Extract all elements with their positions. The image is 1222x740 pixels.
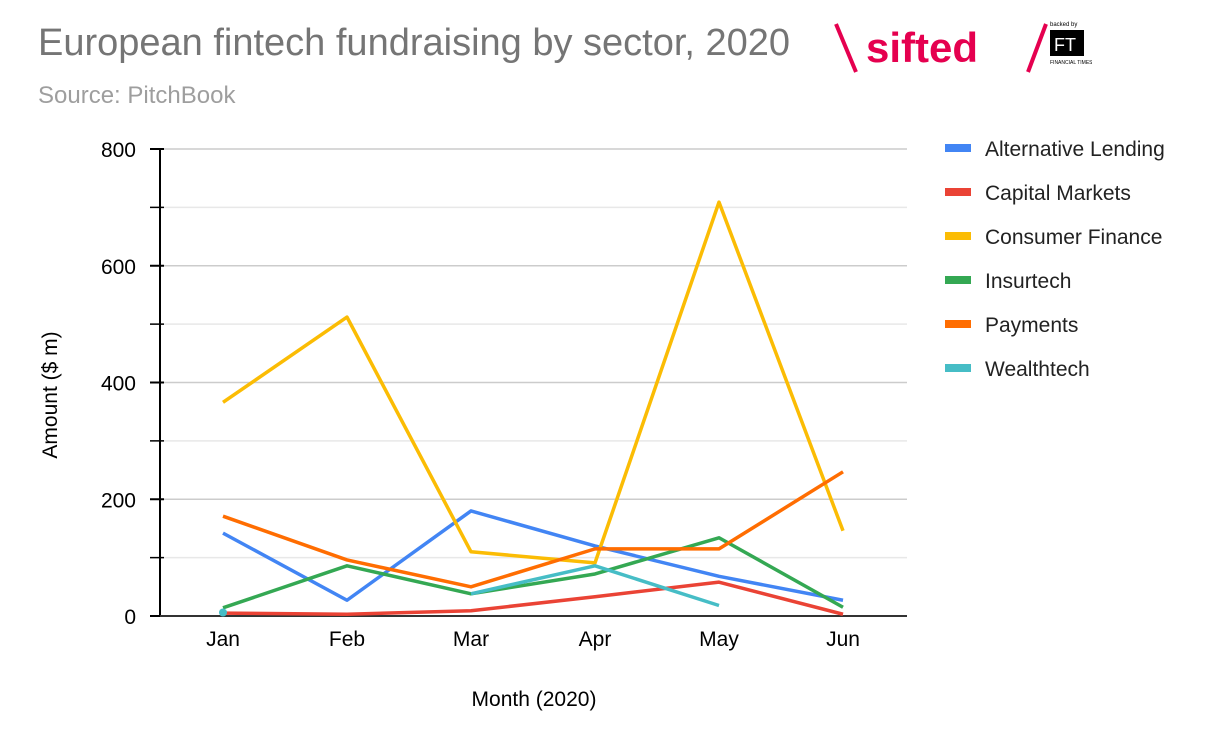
- y-tick-label: 0: [124, 606, 136, 629]
- series-line-payments: [222, 470, 844, 589]
- y-tick-label: 800: [101, 139, 136, 162]
- series-line-consumer-finance: [222, 200, 845, 565]
- x-tick-label: Feb: [329, 628, 365, 651]
- series-line-insurtech: [222, 536, 844, 610]
- svg-text:backed by: backed by: [1050, 22, 1077, 28]
- legend-swatch-consumer-finance: [945, 232, 971, 240]
- legend-swatch-wealthtech: [945, 364, 971, 372]
- x-axis-label: Month (2020): [472, 688, 597, 711]
- legend-label-consumer-finance: Consumer Finance: [985, 226, 1162, 249]
- x-tick-label: May: [699, 628, 739, 651]
- legend-swatch-capital-markets: [945, 188, 971, 196]
- chart-subtitle: Source: PitchBook: [38, 82, 236, 109]
- y-axis-label: Amount ($ m): [39, 331, 62, 458]
- legend-label-capital-markets: Capital Markets: [985, 182, 1131, 205]
- series-line-capital-markets: [222, 580, 844, 616]
- legend-label-payments: Payments: [985, 314, 1078, 337]
- legend-swatch-payments: [945, 320, 971, 328]
- series-point-wealthtech: [219, 608, 227, 617]
- svg-text:FT: FT: [1054, 35, 1076, 55]
- series-line-alternative-lending: [222, 509, 844, 602]
- svg-text:sifted: sifted: [866, 24, 978, 71]
- x-tick-label: Jan: [206, 628, 240, 651]
- sifted-ft-logo: sifted backed by FT FINANCIAL TIMES: [834, 22, 1092, 73]
- y-tick-label: 600: [101, 256, 136, 279]
- legend-swatch-insurtech: [945, 276, 971, 284]
- legend-swatch-alternative-lending: [945, 144, 971, 152]
- series-line-wealthtech: [470, 564, 720, 608]
- y-tick-label: 200: [101, 489, 136, 512]
- legend-label-wealthtech: Wealthtech: [985, 358, 1090, 381]
- y-tick-label: 400: [101, 373, 136, 396]
- chart-title: European fintech fundraising by sector, …: [38, 22, 791, 64]
- svg-text:FINANCIAL TIMES: FINANCIAL TIMES: [1050, 60, 1092, 66]
- x-tick-label: Mar: [453, 628, 489, 651]
- legend-label-insurtech: Insurtech: [985, 270, 1071, 293]
- x-tick-label: Apr: [579, 628, 612, 651]
- legend-label-alternative-lending: Alternative Lending: [985, 138, 1165, 161]
- x-tick-label: Jun: [826, 628, 860, 651]
